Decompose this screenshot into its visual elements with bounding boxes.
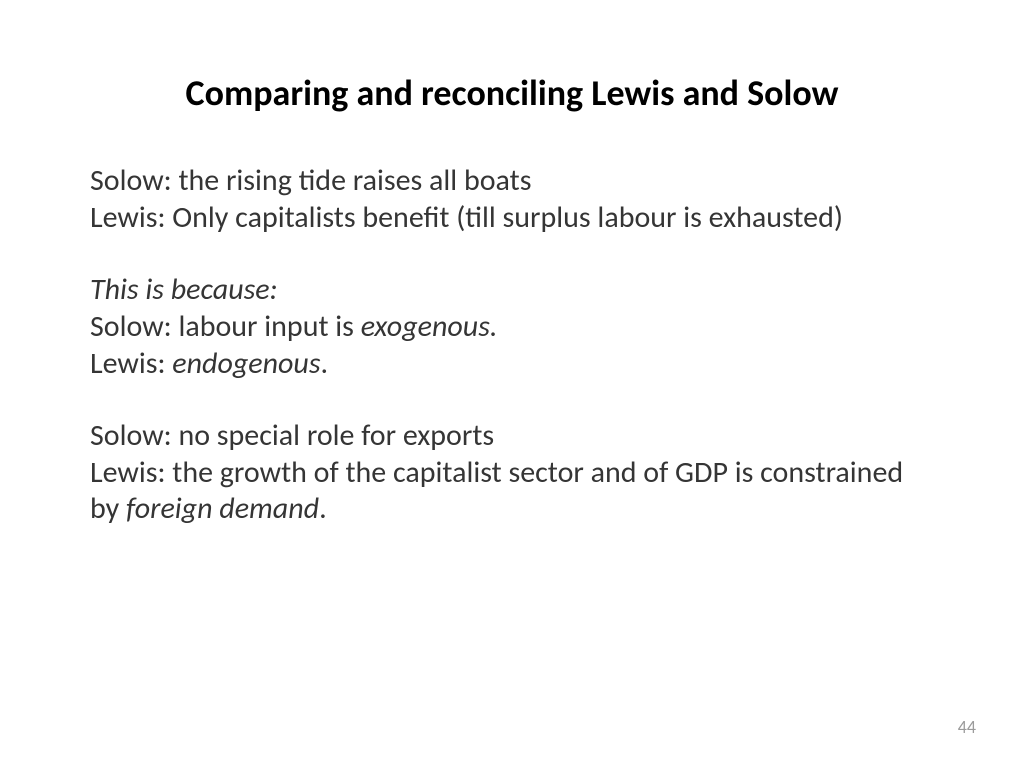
line-lewis-2: Lewis: endogenous. — [90, 346, 934, 383]
line-solow-2-plain: Solow: labour input is — [90, 308, 361, 345]
line-solow-3: Solow: no special role for exports — [90, 418, 934, 455]
spacer — [90, 382, 934, 418]
line-lewis-2-period: . — [321, 345, 329, 382]
line-solow-1: Solow: the rising tide raises all boats — [90, 163, 934, 200]
slide: Comparing and reconciling Lewis and Solo… — [0, 0, 1024, 768]
spacer — [90, 236, 934, 272]
page-number: 44 — [958, 716, 976, 738]
slide-title: Comparing and reconciling Lewis and Solo… — [90, 72, 934, 115]
line-lewis-3: Lewis: the growth of the capitalist sect… — [90, 455, 934, 528]
line-lewis-1: Lewis: Only capitalists benefit (till su… — [90, 200, 934, 237]
line-lewis-3-period: . — [319, 490, 327, 527]
line-because: This is because: — [90, 272, 934, 309]
line-lewis-3-italic: foreign demand — [126, 490, 319, 527]
line-lewis-2-plain: Lewis: — [90, 345, 172, 382]
line-solow-2-italic: exogenous. — [361, 308, 498, 345]
line-solow-2: Solow: labour input is exogenous. — [90, 309, 934, 346]
slide-body: Solow: the rising tide raises all boats … — [90, 163, 934, 528]
line-lewis-2-italic: endogenous — [172, 345, 320, 382]
